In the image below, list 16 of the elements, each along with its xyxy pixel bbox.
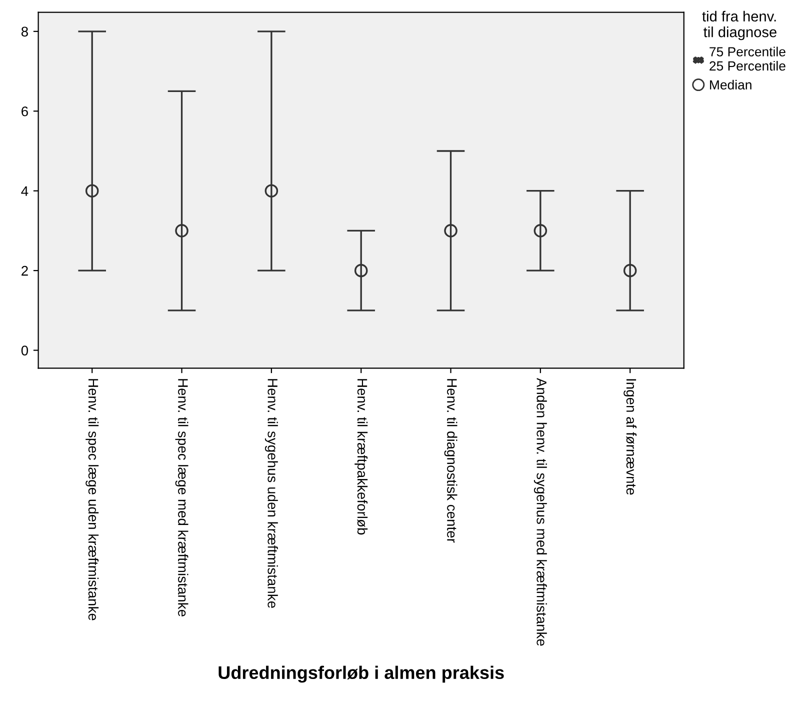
- legend-label: Median: [710, 80, 752, 90]
- y-tick-label: 0: [21, 346, 28, 356]
- y-tick-label: 8: [21, 26, 28, 37]
- y-tick-label: 2: [22, 266, 28, 276]
- x-tick-label: Henv. til spec læge med kræftmistanke: [175, 379, 188, 616]
- x-tick-label: Henv. til spec læge uden kræftmistanke: [86, 379, 99, 620]
- x-tick-label: Henv. til sygehus uden kræftmistanke: [264, 379, 278, 608]
- y-tick-label: 6: [22, 106, 28, 116]
- x-tick-label: Henv. til kræftpakkeforløb: [354, 379, 368, 535]
- y-tick-label: 4: [21, 186, 28, 196]
- text: 75 Percentile 25 Percentile: [710, 46, 786, 71]
- x-axis-title: Udredningsforløb i almen praksis: [218, 666, 504, 683]
- legend-title: tid fra henv. til diagnose: [702, 10, 776, 40]
- x-tick-label: Henv. til diagnostisk center: [444, 379, 458, 543]
- x-tick-label: Anden henv. til sygehus med kræftmistanke: [534, 378, 547, 646]
- x-tick-label: Ingen af førnævnte: [624, 379, 637, 495]
